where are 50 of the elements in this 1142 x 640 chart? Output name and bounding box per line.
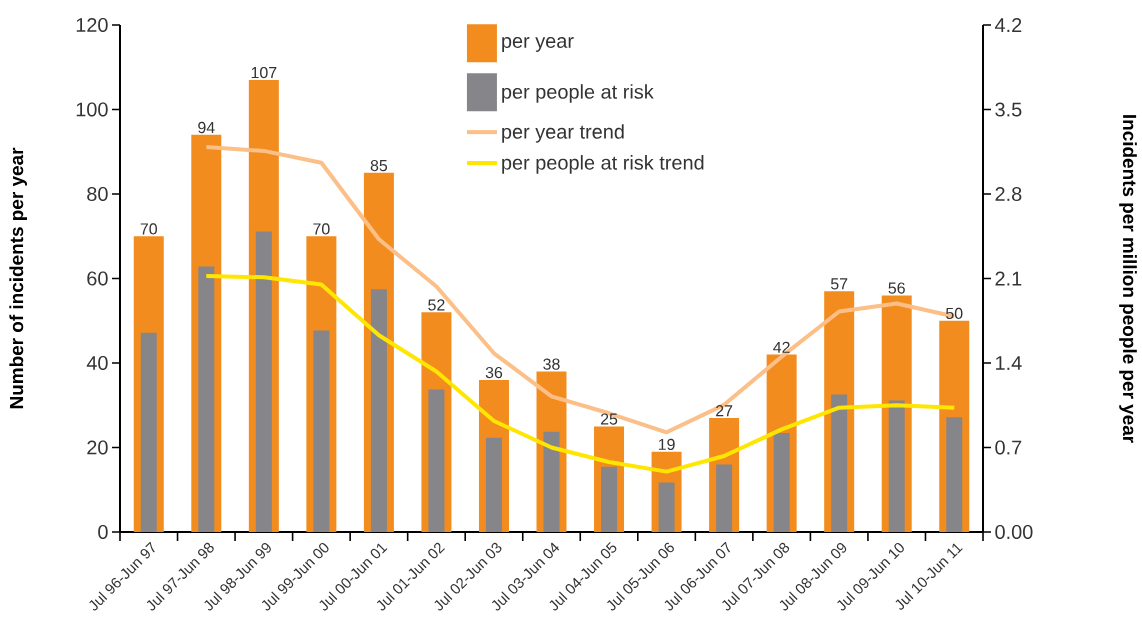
bar <box>946 417 963 532</box>
data-label: 25 <box>600 413 618 425</box>
y-tick-label: 40 <box>86 355 108 371</box>
y2-tick-label: 2.8 <box>995 186 1022 202</box>
y-tick-label: 60 <box>87 271 108 286</box>
data-label: 70 <box>140 223 157 235</box>
data-label: 70 <box>313 223 330 235</box>
legend-label: per people at risk trend <box>502 155 704 174</box>
data-label: 56 <box>888 282 905 294</box>
bar <box>601 466 618 532</box>
data-label: 52 <box>428 299 445 311</box>
y-tick-label: 120 <box>76 17 108 33</box>
legend-label: per year <box>502 37 574 52</box>
bar <box>716 464 733 532</box>
bar <box>543 431 560 532</box>
y2-tick-label: 0.7 <box>995 440 1022 455</box>
data-label: 36 <box>485 366 503 379</box>
y2-axis-title: Incidents per million people per year <box>1119 115 1137 443</box>
bar <box>313 330 330 532</box>
y-tick-label: 20 <box>87 440 108 455</box>
bar <box>370 289 387 532</box>
y-tick-label: 100 <box>76 102 108 117</box>
data-label: 107 <box>251 66 277 79</box>
data-label: 27 <box>716 405 733 417</box>
bar <box>198 266 215 532</box>
y-axis-title: Number of incidents per year <box>9 147 27 409</box>
bar <box>773 433 790 532</box>
bar <box>428 389 445 532</box>
y-tick-label: 80 <box>87 186 108 202</box>
data-label: 57 <box>830 278 848 290</box>
bar <box>255 231 272 532</box>
y2-tick-label: 3.5 <box>995 102 1022 117</box>
data-label: 85 <box>370 159 388 172</box>
legend-label: per people at risk <box>502 84 654 103</box>
y2-tick-label: 4.2 <box>994 18 1022 32</box>
bar <box>658 482 675 532</box>
y2-tick-label: 1.4 <box>996 356 1022 370</box>
y-tick-label: 0 <box>98 524 108 540</box>
data-label: 42 <box>773 341 790 353</box>
bar <box>831 394 848 532</box>
data-label: 50 <box>946 307 963 320</box>
y2-tick-label: 2.1 <box>995 271 1022 286</box>
data-label: 38 <box>543 358 560 370</box>
bar <box>485 437 502 532</box>
legend-label: per year trend <box>502 124 624 143</box>
bar <box>888 400 905 532</box>
bar <box>140 332 157 532</box>
data-label: 19 <box>658 438 675 451</box>
data-label: 94 <box>198 121 215 134</box>
y2-tick-label: 0.00 <box>995 524 1033 540</box>
